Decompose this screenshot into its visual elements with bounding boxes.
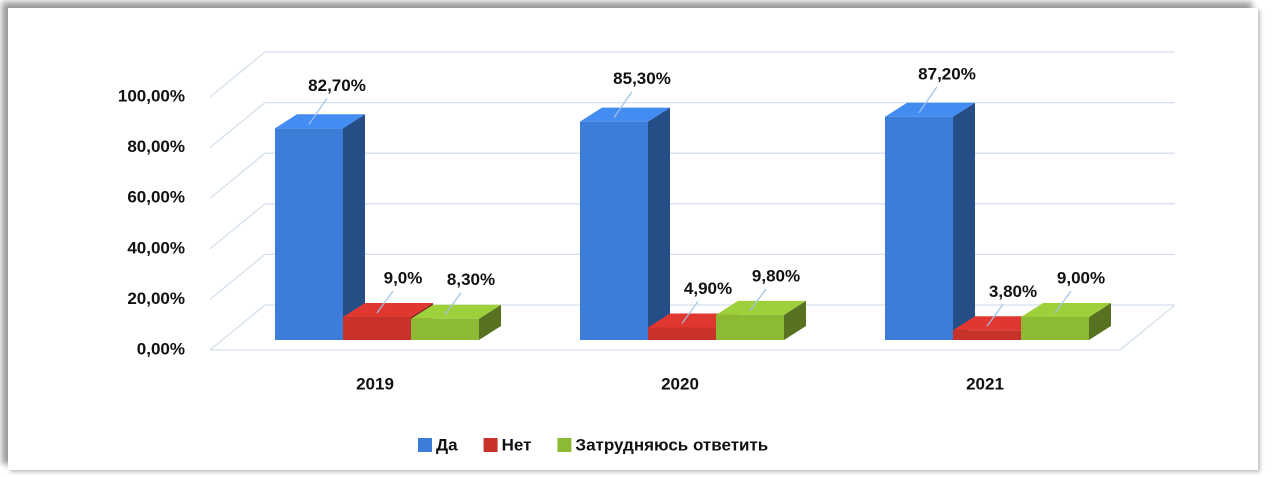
x-tick-label: 2019 <box>356 374 394 393</box>
leader-line <box>376 290 394 314</box>
bar-face <box>784 300 806 340</box>
legend-swatch <box>557 438 572 452</box>
value-label: 9,80% <box>752 266 800 285</box>
value-label: 8,30% <box>447 270 495 289</box>
value-label: 9,0% <box>384 268 423 287</box>
bar-face <box>953 102 975 340</box>
bar-face <box>411 304 501 319</box>
bar-face <box>648 327 716 340</box>
legend-label: Затрудняюсь ответить <box>575 435 768 454</box>
x-tick-label: 2020 <box>661 374 699 393</box>
legend-label: Нет <box>502 435 532 454</box>
bar-face <box>580 107 670 122</box>
bar-face <box>275 128 343 340</box>
grid-line <box>209 253 1175 300</box>
bar-face <box>275 114 365 129</box>
y-tick-label: 0,00% <box>137 339 185 358</box>
bar-face <box>716 300 806 315</box>
bar <box>411 304 501 340</box>
bar-face <box>1089 302 1111 340</box>
grid-line <box>209 304 1175 351</box>
leader-line <box>749 288 767 312</box>
grid-line <box>209 203 1175 250</box>
leader-line <box>444 292 462 316</box>
y-tick-label: 60,00% <box>127 188 185 207</box>
bar-face <box>716 314 784 340</box>
y-tick-label: 40,00% <box>127 238 185 257</box>
leader-line <box>1054 290 1072 314</box>
bar <box>885 102 975 340</box>
bar <box>580 107 670 340</box>
bar-face <box>648 313 738 328</box>
leader-line <box>681 301 699 324</box>
floor-line <box>210 304 1176 351</box>
bar-face <box>885 116 953 340</box>
value-label: 87,20% <box>918 64 976 83</box>
legend-label: Да <box>436 435 458 454</box>
bar-face <box>343 316 411 340</box>
x-tick-label: 2021 <box>966 374 1004 393</box>
value-label: 4,90% <box>684 279 732 298</box>
bar-face <box>953 330 1021 340</box>
grid-line <box>209 101 1175 149</box>
bar-face <box>1021 302 1111 317</box>
bar-face <box>479 304 501 340</box>
y-tick-label: 80,00% <box>127 137 185 156</box>
bar-face <box>648 107 670 340</box>
leader-line <box>613 91 633 118</box>
bar <box>275 114 365 341</box>
y-tick-label: 100,00% <box>118 86 185 105</box>
value-label: 82,70% <box>308 76 366 95</box>
y-tick-label: 20,00% <box>127 289 185 308</box>
bar-face <box>411 318 479 340</box>
leader-line <box>918 86 938 114</box>
bar-face <box>1021 316 1089 340</box>
value-label: 3,80% <box>989 282 1037 301</box>
grid-line <box>209 51 1175 98</box>
leader-line <box>308 97 328 125</box>
legend-swatch <box>483 438 498 452</box>
grid-line <box>209 152 1175 199</box>
value-label: 9,00% <box>1057 268 1105 287</box>
legend-swatch <box>418 438 432 452</box>
bar-face <box>343 302 433 317</box>
bar <box>1021 302 1111 340</box>
bar-face <box>953 316 1043 331</box>
bar-face <box>885 102 975 117</box>
bar-face <box>580 121 648 340</box>
bar <box>716 300 806 340</box>
leader-line <box>986 303 1004 327</box>
bar-face <box>343 114 365 341</box>
value-label: 85,30% <box>613 69 671 88</box>
